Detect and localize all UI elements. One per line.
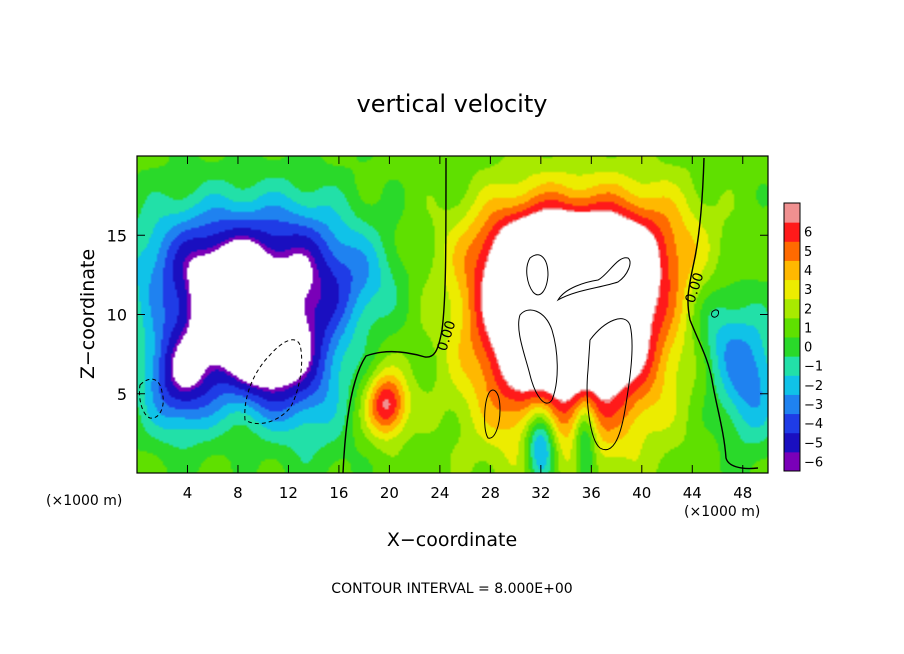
contour-interval-footer: CONTOUR INTERVAL = 8.000E+00 (331, 581, 572, 597)
colorbar-label: −5 (804, 436, 823, 451)
x-tick-label: 44 (683, 484, 702, 502)
x-axis: 4 8 12 16 20 24 28 32 36 40 44 48 (183, 156, 752, 502)
x-tick-label: 48 (733, 484, 752, 502)
colorbar-swatch (784, 356, 800, 376)
x-tick-label: 12 (279, 484, 298, 502)
solid-contour-b (556, 257, 631, 302)
colorbar-label: 6 (804, 226, 812, 241)
colorbar-swatch (784, 279, 800, 300)
colorbar-label: −4 (804, 417, 823, 432)
x-tick-label: 32 (531, 484, 550, 502)
x-unit-label-right: (×1000 m) (684, 504, 760, 520)
colorbar-frame (783, 202, 801, 472)
colorbar-swatch (784, 222, 800, 242)
colorbar-label: −1 (804, 360, 823, 375)
colorbar-swatch (784, 260, 800, 281)
solid-contour-a (526, 254, 549, 296)
x-tick-label: 28 (481, 484, 500, 502)
colorbar-swatch (784, 241, 800, 261)
x-unit-label-left: (×1000 m) (46, 493, 122, 509)
colorbar-label: 0 (804, 341, 812, 356)
colorbar-swatch (784, 451, 800, 472)
solid-contour-f (711, 309, 719, 318)
solid-contour-c (518, 309, 558, 404)
zero-contour-right (687, 157, 759, 470)
colorbar-swatch (784, 413, 800, 434)
x-tick-label: 8 (233, 484, 243, 502)
colorbar-label: 2 (804, 302, 812, 317)
y-tick-label: 5 (117, 385, 127, 404)
colorbar-label: −6 (804, 455, 823, 470)
y-axis: 5 10 15 (107, 226, 768, 404)
colorbar-swatch (784, 203, 800, 223)
colorbar-label: 5 (804, 245, 812, 260)
x-tick-label: 24 (430, 484, 449, 502)
colorbar-label: 4 (804, 264, 812, 279)
colorbar-swatch (784, 317, 800, 338)
x-tick-label: 4 (183, 484, 193, 502)
y-tick-label: 10 (107, 306, 127, 325)
colorbar-swatch (784, 394, 800, 415)
colorbar-swatch (784, 298, 800, 319)
colorbar: −6 −5 −4 −3 −2 −1 0 1 2 3 4 5 6 (783, 202, 823, 472)
colorbar-label: 1 (804, 321, 812, 336)
solid-contour-e (484, 389, 501, 439)
zero-contour-left (342, 157, 447, 474)
colorbar-label: −3 (804, 398, 823, 413)
y-tick-label: 15 (107, 226, 127, 245)
colorbar-swatch (784, 432, 800, 453)
velocity-heatmap (137, 156, 768, 473)
x-tick-label: 20 (380, 484, 399, 502)
colorbar-swatch (784, 375, 800, 395)
y-axis-label: Z−coordinate (77, 249, 99, 379)
x-axis-label: X−coordinate (387, 529, 517, 551)
colorbar-label: −2 (804, 379, 823, 394)
contour-lines (139, 157, 759, 474)
colorbar-label: 3 (804, 283, 812, 298)
chart-title: vertical velocity (357, 90, 548, 118)
x-tick-label: 40 (632, 484, 651, 502)
x-tick-label: 16 (329, 484, 348, 502)
x-tick-label: 36 (582, 484, 601, 502)
colorbar-swatch (784, 337, 800, 357)
dashed-contour-a (139, 378, 164, 419)
solid-contour-d (586, 318, 633, 451)
